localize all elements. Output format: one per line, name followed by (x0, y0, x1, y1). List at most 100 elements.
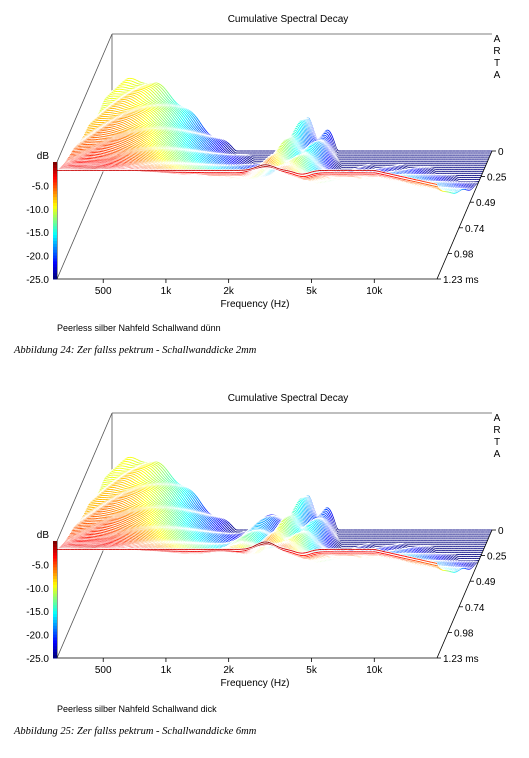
decay-slice-segment (119, 104, 122, 107)
decay-slice-segment (204, 138, 208, 141)
decay-slice-segment (166, 115, 170, 119)
decay-slice-segment (213, 138, 216, 141)
decay-slice-segment (228, 145, 231, 149)
decay-slice-segment (331, 140, 335, 146)
decay-slice-segment (372, 165, 375, 168)
decay-slice-segment (157, 90, 160, 93)
decay-slice-segment (173, 100, 177, 103)
decay-slice-segment (134, 97, 137, 100)
decay-slice-segment (147, 90, 151, 93)
decay-slice-segment (202, 142, 205, 145)
decay-slice-segment (327, 140, 330, 145)
decay-slice-segment (160, 100, 164, 103)
decay-slice-segment (328, 139, 331, 144)
decay-slice-segment (249, 157, 252, 160)
decay-slice-segment (187, 117, 191, 121)
decay-slice-segment (241, 162, 244, 165)
decay-slice-segment (177, 107, 180, 110)
decay-slice-segment (146, 89, 149, 92)
decay-slice-segment (170, 108, 173, 111)
decay-slice-segment (203, 144, 207, 147)
decay-slice-segment (336, 148, 339, 152)
decay-slice-segment (125, 78, 128, 81)
decay-slice-segment (305, 137, 309, 144)
decay-slice-segment (245, 159, 248, 162)
decay-surface (57, 77, 492, 195)
decay-slice-segment (158, 100, 161, 103)
decay-slice-segment (171, 121, 175, 125)
decay-slice-segment (159, 92, 162, 95)
decay-slice-segment (186, 125, 190, 129)
decay-slice-segment (229, 156, 233, 158)
decay-slice-segment (137, 80, 140, 83)
decay-slice-segment (327, 129, 330, 132)
decay-slice-segment (323, 138, 326, 140)
decay-slice-segment (201, 124, 204, 128)
decay-slice-segment (224, 151, 228, 154)
decay-slice-segment (249, 161, 252, 164)
decay-slice-segment (161, 98, 165, 101)
decay-slice-segment (117, 100, 120, 103)
decay-slice-segment (202, 129, 205, 132)
decay-slice-segment (172, 113, 176, 117)
decay-slice-segment (185, 117, 188, 121)
decay-slice-segment (171, 100, 174, 103)
decay-slice-segment (154, 90, 158, 94)
decay-slice-segment (139, 81, 142, 83)
decay-slice-segment (160, 94, 164, 97)
decay-slice-segment (369, 166, 373, 169)
decay-slice-segment (138, 92, 141, 94)
decay-slice-segment (332, 138, 336, 144)
decay-slice-segment (120, 107, 123, 109)
decay-slice-segment (404, 167, 407, 169)
decay-slice-segment (133, 81, 136, 84)
decay-slice-segment (297, 124, 300, 126)
decay-slice-segment (325, 133, 329, 136)
decay-slice-segment (301, 121, 305, 126)
decay-slice-segment (143, 90, 146, 92)
decay-slice-segment (189, 110, 192, 113)
decay-slice-segment (249, 160, 253, 163)
decay-slice-segment (247, 156, 250, 159)
decay-slice-segment (150, 95, 153, 99)
decay-slice-segment (191, 116, 194, 120)
decay-slice-segment (168, 93, 172, 97)
decay-slice-segment (191, 111, 194, 115)
decay-slice-segment (220, 140, 223, 143)
decay-slice-segment (201, 130, 204, 134)
decay-slice-segment (165, 101, 168, 104)
decay-slice-segment (308, 133, 312, 139)
decay-slice-segment (182, 111, 185, 114)
decay-slice-segment (144, 99, 147, 102)
decay-slice-segment (156, 86, 159, 89)
decay-slice-segment (166, 107, 169, 110)
decay-slice-segment (221, 139, 224, 142)
decay-slice-segment (339, 165, 342, 168)
decay-slice-segment (115, 102, 118, 105)
decay-slice-segment (154, 102, 158, 104)
decay-slice-segment (169, 106, 172, 109)
decay-slice-segment (240, 156, 243, 158)
decay-slice-segment (336, 162, 339, 165)
decay-slice-segment (203, 139, 207, 142)
decay-slice-segment (194, 115, 197, 118)
decay-slice-segment (184, 109, 187, 112)
decay-slice-segment (144, 104, 147, 106)
decay-slice-segment (135, 105, 138, 108)
decay-slice-segment (405, 165, 408, 168)
decay-slice-segment (402, 166, 405, 169)
decay-slice-segment (203, 140, 206, 144)
decay-slice-segment (179, 111, 183, 114)
decay-slice-segment (154, 86, 157, 90)
decay-slice-segment (217, 149, 221, 152)
decay-slice-segment (224, 142, 228, 145)
decay-slice-segment (180, 114, 184, 118)
decay-slice-segment (328, 155, 331, 160)
decay-slice-segment (221, 148, 224, 151)
decay-slice-segment (134, 84, 137, 86)
csd-chart: Cumulative Spectral DecayARTAdB-5.0-10.0… (26, 14, 507, 310)
decay-slice-segment (154, 97, 158, 100)
decay-slice-segment (153, 95, 156, 98)
decay-slice-segment (141, 91, 144, 93)
decay-slice-segment (181, 124, 184, 128)
